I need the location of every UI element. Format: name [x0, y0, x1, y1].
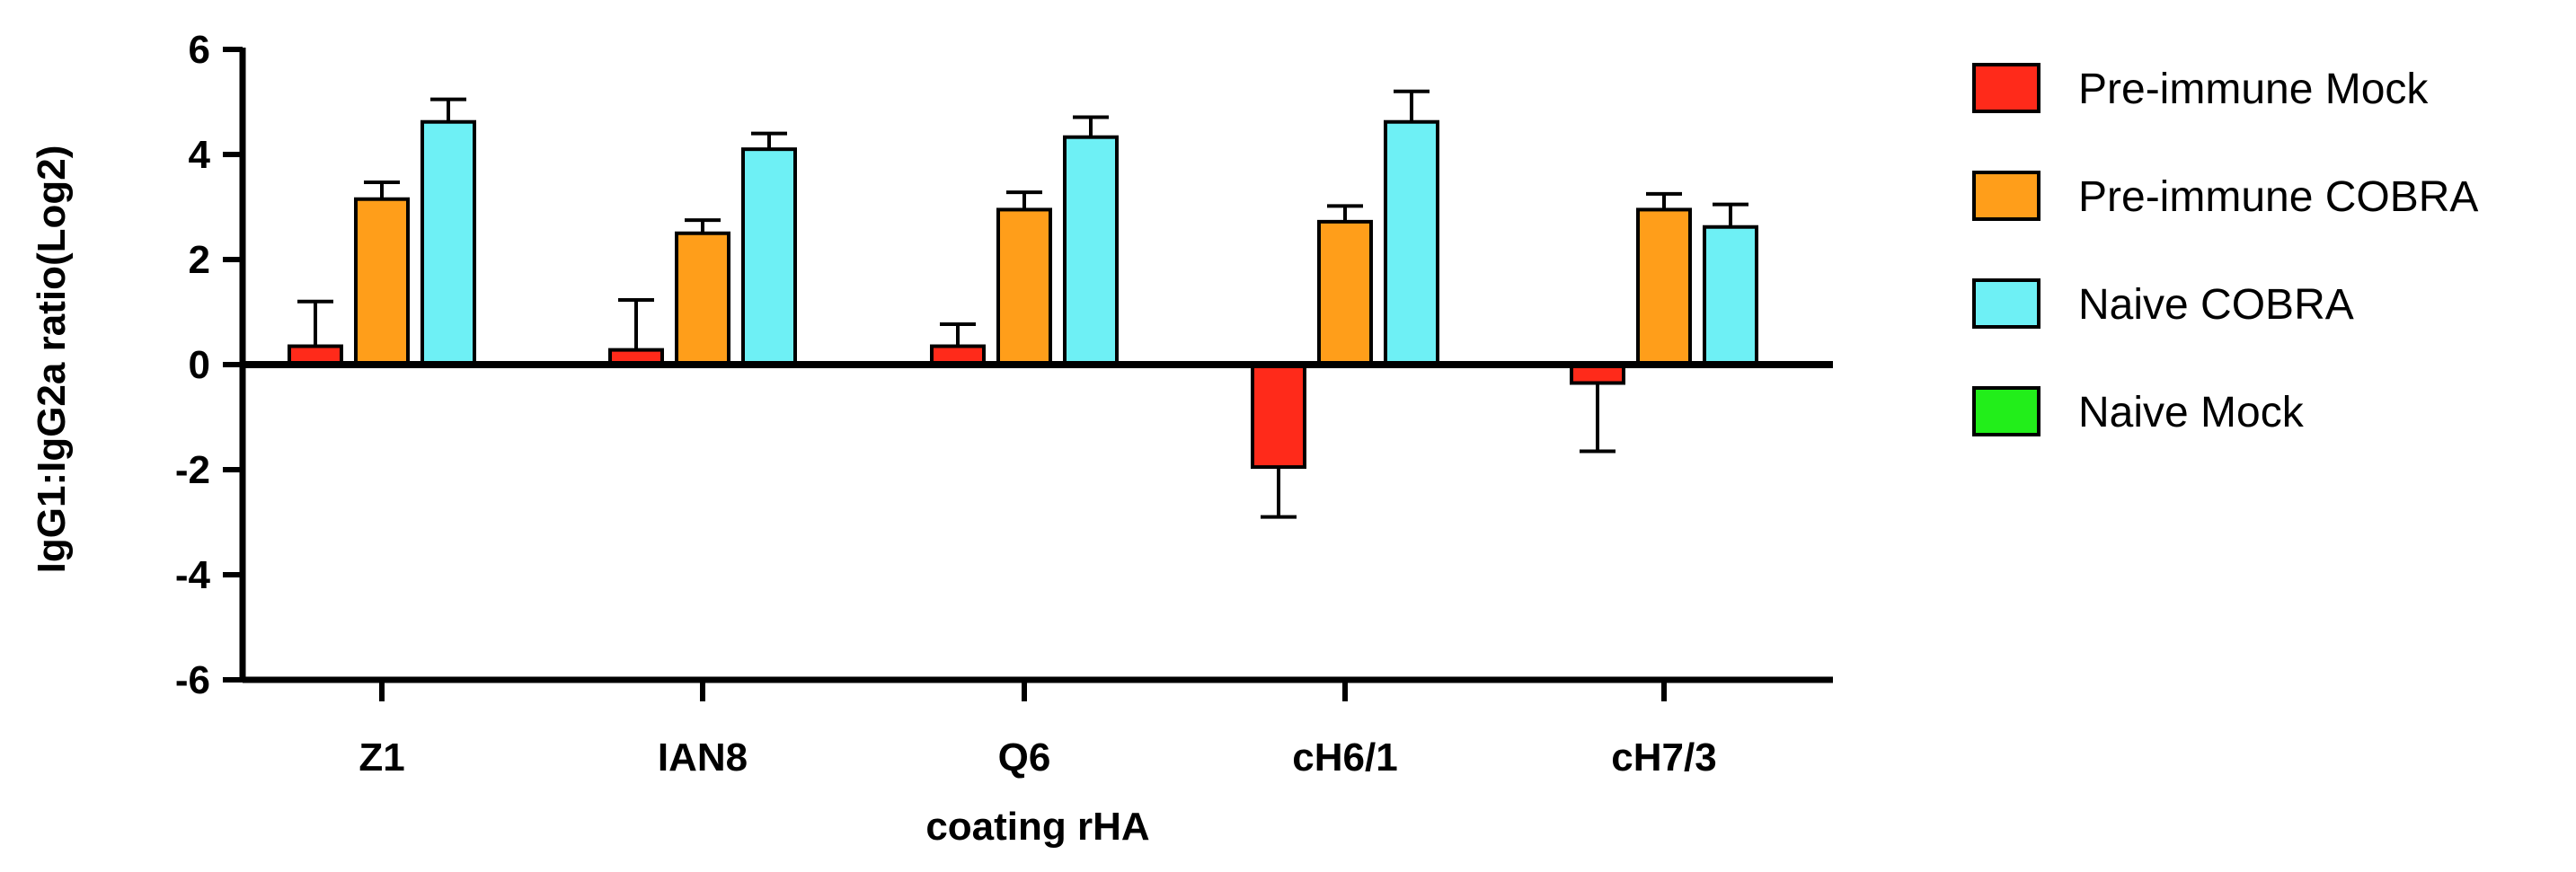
- legend-item: Naive Mock: [1972, 386, 2305, 436]
- y-axis-title: IgG1:IgG2a ratio(Log2): [30, 145, 74, 574]
- legend-item: Pre-immune Mock: [1972, 63, 2429, 113]
- labels-layer: 6 4 2 0 -2 -4 -6 Z1 IAN8 Q6 cH6/1 cH7/3: [175, 28, 1717, 780]
- error-bar-naive-cobra-ch61: [1394, 89, 1430, 122]
- bar-pre-immune-mock-ch61: [1251, 363, 1306, 470]
- legend: Pre-immune Mock Pre-immune COBRA Naive COB…: [1972, 63, 2478, 436]
- bar-pre-immune-cobra-ch73: [1636, 207, 1692, 366]
- error-bar-naive-cobra-ian8: [751, 131, 787, 150]
- error-bar-pre-immune-mock-q6: [940, 321, 976, 347]
- legend-swatch: [1972, 278, 2040, 329]
- y-tick-label: -2: [175, 448, 210, 492]
- x-category-label: Z1: [359, 735, 404, 780]
- x-category-label: cH6/1: [1292, 735, 1397, 780]
- legend-label: Pre-immune COBRA: [2078, 173, 2478, 221]
- error-bar-naive-cobra-z1: [430, 97, 466, 122]
- x-category-label: IAN8: [658, 735, 748, 780]
- axes-layer: [223, 47, 1833, 701]
- legend-swatch: [1972, 386, 2040, 436]
- error-bar-pre-immune-cobra-ian8: [685, 218, 721, 233]
- bar-pre-immune-cobra-q6: [996, 207, 1052, 366]
- error-bar-pre-immune-mock-z1: [297, 299, 333, 347]
- error-bar-pre-immune-mock-ian8: [618, 298, 654, 350]
- bar-pre-immune-cobra-ian8: [675, 231, 730, 366]
- error-bar-pre-immune-cobra-q6: [1006, 190, 1042, 210]
- error-bar-pre-immune-mock-ch61: [1261, 467, 1297, 519]
- bar-naive-cobra-z1: [420, 119, 476, 366]
- legend-item: Pre-immune COBRA: [1972, 171, 2478, 221]
- bars-layer: [288, 119, 1758, 470]
- y-tick-label: -6: [175, 658, 210, 702]
- error-bar-pre-immune-mock-ch73: [1580, 383, 1616, 454]
- x-category-label: cH7/3: [1611, 735, 1716, 780]
- y-tick-label: -4: [175, 553, 211, 597]
- bar-pre-immune-cobra-z1: [354, 197, 410, 366]
- y-tick-label: 4: [189, 133, 211, 177]
- error-bar-naive-cobra-ch73: [1713, 202, 1748, 227]
- legend-label: Naive COBRA: [2078, 281, 2354, 329]
- bar-pre-immune-cobra-ch61: [1317, 219, 1373, 366]
- legend-swatch: [1972, 63, 2040, 113]
- bar-naive-cobra-ian8: [741, 147, 797, 366]
- error-bar-naive-cobra-q6: [1073, 115, 1109, 137]
- x-axis-title: coating rHA: [925, 805, 1149, 849]
- bar-naive-cobra-ch73: [1703, 225, 1758, 366]
- legend-label: Pre-immune Mock: [2078, 66, 2429, 113]
- error-bar-pre-immune-cobra-z1: [364, 181, 400, 199]
- bar-naive-cobra-ch61: [1384, 119, 1439, 366]
- error-bar-pre-immune-cobra-ch73: [1646, 191, 1682, 210]
- legend-label: Naive Mock: [2078, 389, 2305, 436]
- legend-item: Naive COBRA: [1972, 278, 2354, 329]
- y-tick-label: 6: [189, 28, 210, 72]
- y-tick-label: 0: [189, 343, 210, 387]
- error-bar-pre-immune-cobra-ch61: [1327, 204, 1363, 222]
- x-category-label: Q6: [998, 735, 1051, 780]
- y-tick-label: 2: [189, 238, 210, 282]
- bar-naive-cobra-q6: [1063, 135, 1119, 366]
- error-bars-layer: [297, 89, 1748, 519]
- legend-swatch: [1972, 171, 2040, 221]
